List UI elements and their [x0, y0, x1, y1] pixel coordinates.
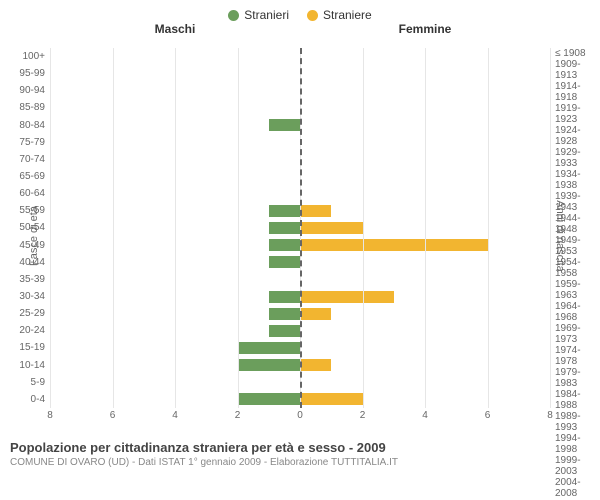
y-left-label: 5-9: [0, 374, 45, 391]
grid-line: [113, 48, 114, 408]
y-right-label: 1974-1978: [555, 345, 600, 367]
y-right-label: 1914-1918: [555, 81, 600, 103]
x-tick-label: 2: [360, 410, 366, 421]
y-right-label: 1989-1993: [555, 411, 600, 433]
legend-item-female: Straniere: [307, 8, 372, 22]
y-left-label: 80-84: [0, 117, 45, 134]
footer-subtitle: COMUNE DI OVARO (UD) - Dati ISTAT 1° gen…: [10, 457, 590, 468]
y-right-label: 1924-1928: [555, 125, 600, 147]
y-right-label: 1984-1988: [555, 389, 600, 411]
y-left-label: 15-19: [0, 339, 45, 356]
bar-male: [238, 393, 301, 405]
y-left-label: 20-24: [0, 322, 45, 339]
bar-male: [238, 359, 301, 371]
legend-swatch-male: [228, 10, 239, 21]
y-left-label: 70-74: [0, 151, 45, 168]
header-right: Femmine: [300, 22, 550, 36]
bar-male: [269, 291, 300, 303]
y-left-label: 60-64: [0, 185, 45, 202]
legend-label-male: Stranieri: [244, 8, 289, 22]
grid-line: [175, 48, 176, 408]
y-left-label: 90-94: [0, 82, 45, 99]
y-left-label: 35-39: [0, 271, 45, 288]
y-right-label: 1979-1983: [555, 367, 600, 389]
bar-female: [300, 222, 363, 234]
y-left-labels: 100+95-9990-9485-8980-8475-7970-7465-696…: [0, 48, 50, 408]
y-left-label: 85-89: [0, 99, 45, 116]
column-headers: Maschi Femmine: [0, 22, 600, 36]
y-right-label: 1994-1998: [555, 433, 600, 455]
bar-male: [269, 308, 300, 320]
y-left-label: 95-99: [0, 65, 45, 82]
y-left-label: 0-4: [0, 391, 45, 408]
bar-female: [300, 205, 331, 217]
y-right-label: 1919-1923: [555, 103, 600, 125]
chart-container: Stranieri Straniere Maschi Femmine Fasce…: [0, 0, 600, 500]
legend: Stranieri Straniere: [0, 0, 600, 22]
x-axis-labels: 8 6 4 2 0 2 4 6 8: [50, 410, 550, 426]
center-line: [300, 48, 302, 408]
y-left-label: 65-69: [0, 168, 45, 185]
legend-item-male: Stranieri: [228, 8, 289, 22]
y-right-label: 1909-1913: [555, 59, 600, 81]
grid-line: [550, 48, 551, 408]
y-right-label: 1949-1953: [555, 235, 600, 257]
bar-male: [269, 119, 300, 131]
y-left-label: 75-79: [0, 134, 45, 151]
footer-title: Popolazione per cittadinanza straniera p…: [10, 440, 590, 455]
x-tick-label: 6: [110, 410, 116, 421]
legend-label-female: Straniere: [323, 8, 372, 22]
x-tick-label: 4: [172, 410, 178, 421]
chart-area: Fasce di età Anni di nascita 100+95-9990…: [0, 36, 600, 436]
bar-male: [238, 342, 301, 354]
y-left-label: 40-44: [0, 254, 45, 271]
bar-male: [269, 256, 300, 268]
bar-male: [269, 239, 300, 251]
x-tick-label: 8: [547, 410, 553, 421]
bar-female: [300, 308, 331, 320]
legend-swatch-female: [307, 10, 318, 21]
y-right-label: 1964-1968: [555, 301, 600, 323]
y-right-label: 1939-1943: [555, 191, 600, 213]
y-right-label: 1934-1938: [555, 169, 600, 191]
y-right-labels: ≤ 19081909-19131914-19181919-19231924-19…: [550, 48, 600, 408]
grid-line: [425, 48, 426, 408]
y-left-label: 30-34: [0, 288, 45, 305]
x-tick-label: 0: [297, 410, 303, 421]
y-right-label: 1999-2003: [555, 455, 600, 477]
grid-line: [238, 48, 239, 408]
y-right-label: 1954-1958: [555, 257, 600, 279]
y-left-label: 50-54: [0, 219, 45, 236]
y-right-label: 2004-2008: [555, 477, 600, 499]
grid-line: [488, 48, 489, 408]
bar-female: [300, 239, 488, 251]
chart-footer: Popolazione per cittadinanza straniera p…: [0, 436, 600, 468]
y-right-label: 1944-1948: [555, 213, 600, 235]
bar-male: [269, 205, 300, 217]
bar-male: [269, 222, 300, 234]
x-tick-label: 2: [235, 410, 241, 421]
x-tick-label: 6: [485, 410, 491, 421]
y-right-label: 1969-1973: [555, 323, 600, 345]
y-left-label: 45-49: [0, 237, 45, 254]
header-left: Maschi: [50, 22, 300, 36]
plot-area: [50, 48, 550, 408]
y-right-label: 1929-1933: [555, 147, 600, 169]
y-left-label: 25-29: [0, 305, 45, 322]
x-tick-label: 8: [47, 410, 53, 421]
bar-female: [300, 359, 331, 371]
y-left-label: 10-14: [0, 357, 45, 374]
x-tick-label: 4: [422, 410, 428, 421]
grid-line: [50, 48, 51, 408]
bar-female: [300, 291, 394, 303]
y-right-label: ≤ 1908: [555, 48, 600, 59]
grid-line: [363, 48, 364, 408]
y-right-label: 1959-1963: [555, 279, 600, 301]
y-left-label: 55-59: [0, 202, 45, 219]
bar-female: [300, 393, 363, 405]
y-left-label: 100+: [0, 48, 45, 65]
bar-male: [269, 325, 300, 337]
